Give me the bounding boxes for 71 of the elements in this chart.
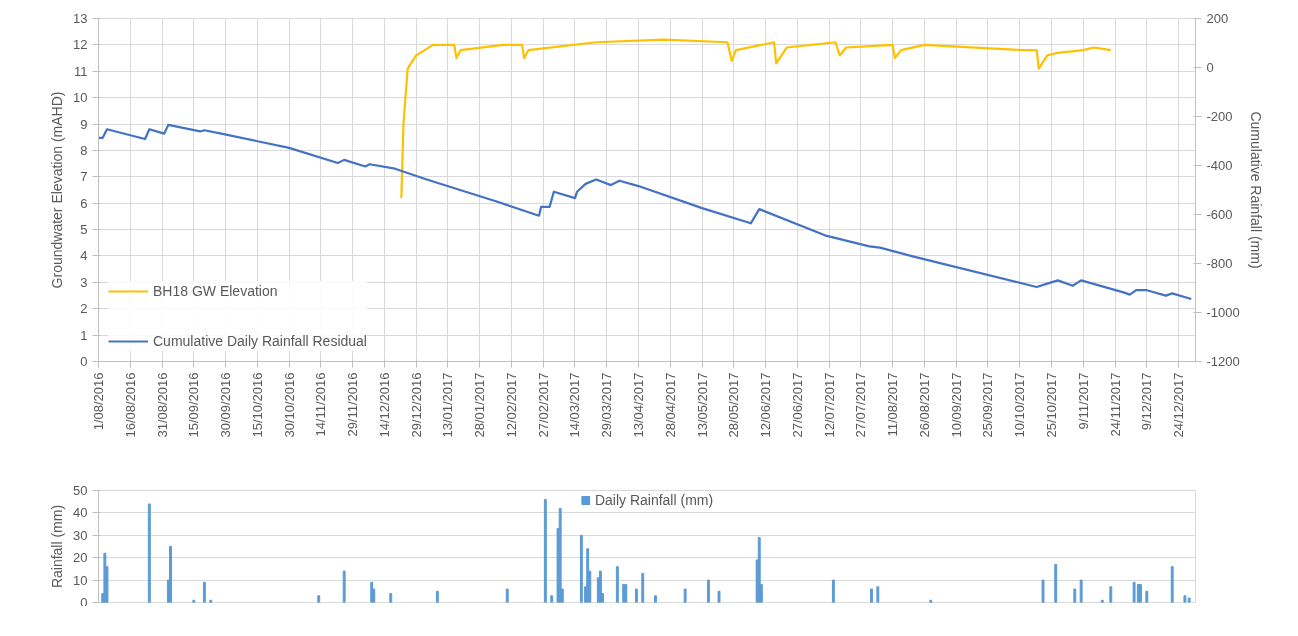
x-tick-label: 14/12/2016 (376, 372, 392, 438)
x-tick-label: 9/11/2017 (1075, 372, 1091, 430)
y-tick-label: 40 (73, 505, 88, 521)
x-tick-label: 25/10/2017 (1043, 372, 1059, 438)
line-series (400, 38, 1112, 200)
y2-tick-label: -1000 (1206, 305, 1240, 320)
y2-tick-label: -400 (1206, 158, 1233, 173)
y-tick-label: 4 (80, 248, 88, 264)
x-tick-label: 11/08/2017 (885, 372, 901, 437)
y-tick-label: 30 (73, 527, 88, 543)
y-tick-label: 13 (73, 11, 88, 26)
x-tick-label: 24/12/2017 (1171, 372, 1187, 438)
y2-tick-label: 200 (1206, 11, 1229, 26)
legend-label: Cumulative Daily Rainfall Residual (153, 333, 367, 349)
y-tick-label: 8 (80, 142, 88, 158)
y2-tick-label: -200 (1206, 109, 1233, 124)
y2-tick-label: -600 (1206, 207, 1233, 222)
x-tick-label: 9/12/2017 (1139, 372, 1155, 431)
y-tick-label: 0 (80, 354, 88, 369)
x-tick-label: 27/02/2017 (535, 372, 551, 438)
x-tick-label: 27/06/2017 (789, 372, 805, 438)
x-tick-label: 1/08/2016 (91, 372, 106, 431)
x-tick-label: 29/12/2016 (408, 372, 424, 438)
y-tick-label: 11 (74, 63, 88, 79)
x-tick-label: 12/07/2017 (821, 372, 837, 438)
y-tick-label: 12 (73, 37, 88, 53)
y-tick-label: 2 (80, 301, 88, 317)
legend-label: BH18 GW Elevation (153, 283, 278, 299)
y2-tick-label: 0 (1206, 60, 1214, 75)
x-tick-label: 13/04/2017 (631, 372, 647, 438)
y-tick-label: 20 (73, 550, 88, 566)
x-tick-label: 12/02/2017 (503, 372, 519, 438)
x-tick-label: 10/10/2017 (1012, 372, 1028, 438)
y-axis-title: Groundwater Elevation (mAHD) (49, 91, 66, 289)
legend-label: Daily Rainfall (mm) (594, 492, 714, 508)
x-tick-label: 29/03/2017 (599, 372, 615, 438)
x-tick-label: 15/10/2016 (249, 372, 265, 438)
x-tick-label: 14/03/2017 (567, 372, 583, 438)
x-tick-label: 31/08/2016 (154, 372, 170, 438)
y-tick-label: 1 (80, 327, 88, 343)
line-series (98, 123, 1193, 301)
x-tick-label: 28/04/2017 (662, 372, 678, 438)
y2-tick-label: -1200 (1206, 354, 1240, 369)
x-tick-label: 12/06/2017 (758, 372, 774, 438)
x-tick-label: 30/10/2016 (281, 372, 297, 438)
x-tick-label: 26/08/2017 (916, 372, 932, 438)
y-tick-label: 7 (80, 169, 88, 185)
y-tick-label: 50 (73, 483, 88, 498)
x-tick-label: 28/01/2017 (472, 372, 488, 438)
y2-tick-label: -800 (1206, 256, 1233, 271)
x-tick-label: 13/01/2017 (440, 372, 456, 438)
x-tick-label: 27/07/2017 (853, 372, 869, 438)
y-tick-label: 5 (80, 222, 88, 238)
y-tick-label: 0 (80, 594, 88, 610)
x-tick-label: 10/09/2017 (948, 372, 964, 438)
y2-axis-title: Cumulative Rainfall (mm) (1247, 111, 1264, 269)
y-tick-label: 6 (80, 195, 88, 211)
y-tick-label: 10 (73, 90, 88, 106)
y-tick-label: 10 (73, 572, 88, 588)
x-tick-label: 28/05/2017 (726, 372, 742, 438)
x-tick-label: 30/09/2016 (218, 372, 234, 438)
y-axis-title: Rainfall (mm) (49, 504, 66, 589)
x-tick-label: 25/09/2017 (980, 372, 996, 438)
x-tick-label: 15/09/2016 (186, 372, 202, 438)
x-tick-label: 16/08/2016 (122, 372, 138, 438)
x-tick-label: 29/11/2016 (345, 372, 361, 437)
y-tick-label: 9 (80, 116, 88, 132)
x-tick-label: 13/05/2017 (694, 372, 710, 438)
y-tick-label: 3 (80, 274, 88, 290)
x-tick-label: 14/11/2016 (313, 372, 329, 437)
x-tick-label: 24/11/2017 (1107, 372, 1123, 437)
